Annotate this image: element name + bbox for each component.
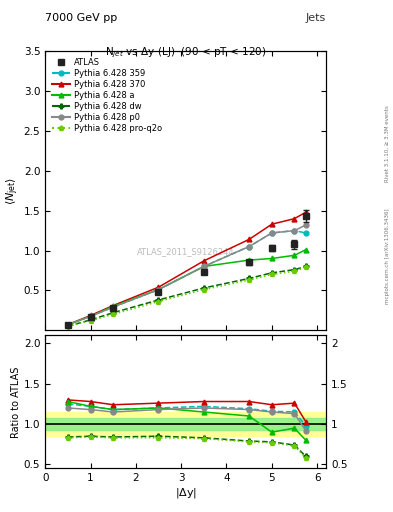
- Pythia 6.428 p0: [202, 263, 206, 269]
- Pythia 6.428 pro-q2o: [270, 271, 274, 278]
- Pythia 6.428 dw: [156, 297, 161, 303]
- Legend: ATLAS, Pythia 6.428 359, Pythia 6.428 370, Pythia 6.428 a, Pythia 6.428 dw, Pyth: ATLAS, Pythia 6.428 359, Pythia 6.428 37…: [50, 55, 165, 136]
- Pythia 6.428 dw: [66, 323, 70, 329]
- Pythia 6.428 359: [156, 287, 161, 293]
- Pythia 6.428 a: [66, 322, 70, 328]
- Pythia 6.428 a: [111, 303, 116, 309]
- Line: Pythia 6.428 pro-q2o: Pythia 6.428 pro-q2o: [65, 265, 308, 329]
- Text: ATLAS_2011_S9126244: ATLAS_2011_S9126244: [137, 248, 235, 257]
- Pythia 6.428 359: [88, 313, 93, 319]
- Pythia 6.428 dw: [88, 317, 93, 323]
- Line: Pythia 6.428 370: Pythia 6.428 370: [65, 210, 308, 327]
- Pythia 6.428 359: [247, 244, 252, 250]
- Pythia 6.428 370: [66, 322, 70, 328]
- Pythia 6.428 p0: [66, 322, 70, 328]
- Pythia 6.428 dw: [111, 310, 116, 316]
- Pythia 6.428 p0: [303, 222, 308, 228]
- Pythia 6.428 370: [303, 209, 308, 216]
- Title: N$_{jet}$ vs $\Delta$y (LJ)  (90 < pT < 120): N$_{jet}$ vs $\Delta$y (LJ) (90 < pT < 1…: [105, 46, 266, 60]
- Pythia 6.428 370: [270, 221, 274, 227]
- Pythia 6.428 dw: [247, 275, 252, 282]
- Pythia 6.428 a: [270, 255, 274, 262]
- Line: Pythia 6.428 a: Pythia 6.428 a: [65, 247, 308, 327]
- Pythia 6.428 pro-q2o: [111, 311, 116, 317]
- Pythia 6.428 359: [111, 304, 116, 310]
- Pythia 6.428 370: [156, 284, 161, 290]
- Pythia 6.428 359: [202, 263, 206, 269]
- Pythia 6.428 p0: [292, 227, 297, 233]
- Pythia 6.428 370: [202, 258, 206, 264]
- Pythia 6.428 dw: [202, 285, 206, 291]
- Pythia 6.428 dw: [292, 267, 297, 273]
- Line: Pythia 6.428 p0: Pythia 6.428 p0: [65, 223, 308, 327]
- Line: Pythia 6.428 359: Pythia 6.428 359: [65, 228, 308, 327]
- Y-axis label: $\langle N_\mathrm{jet} \rangle$: $\langle N_\mathrm{jet} \rangle$: [5, 177, 21, 205]
- Text: Rivet 3.1.10, ≥ 3.3M events: Rivet 3.1.10, ≥ 3.3M events: [385, 105, 389, 182]
- Pythia 6.428 pro-q2o: [292, 268, 297, 274]
- Pythia 6.428 pro-q2o: [202, 287, 206, 293]
- X-axis label: |$\Delta$y|: |$\Delta$y|: [174, 486, 197, 500]
- Pythia 6.428 a: [247, 257, 252, 263]
- Pythia 6.428 a: [88, 313, 93, 319]
- Pythia 6.428 pro-q2o: [66, 323, 70, 329]
- Y-axis label: Ratio to ATLAS: Ratio to ATLAS: [11, 366, 21, 438]
- Pythia 6.428 p0: [156, 287, 161, 293]
- Pythia 6.428 a: [156, 287, 161, 293]
- Pythia 6.428 pro-q2o: [247, 277, 252, 283]
- Text: Jets: Jets: [306, 13, 326, 23]
- Pythia 6.428 p0: [111, 304, 116, 310]
- Pythia 6.428 pro-q2o: [88, 317, 93, 324]
- Pythia 6.428 a: [202, 263, 206, 269]
- Pythia 6.428 p0: [270, 230, 274, 236]
- Line: Pythia 6.428 dw: Pythia 6.428 dw: [65, 264, 308, 329]
- Text: 7000 GeV pp: 7000 GeV pp: [45, 13, 118, 23]
- Pythia 6.428 370: [111, 303, 116, 309]
- Pythia 6.428 p0: [88, 313, 93, 319]
- Pythia 6.428 359: [292, 227, 297, 233]
- Bar: [45, 412, 326, 436]
- Pythia 6.428 dw: [270, 270, 274, 276]
- Pythia 6.428 dw: [303, 263, 308, 269]
- Pythia 6.428 p0: [247, 244, 252, 250]
- Bar: [45, 418, 326, 430]
- Pythia 6.428 370: [247, 236, 252, 242]
- Pythia 6.428 359: [66, 322, 70, 328]
- Pythia 6.428 a: [303, 247, 308, 253]
- Pythia 6.428 370: [88, 312, 93, 318]
- Pythia 6.428 370: [292, 216, 297, 222]
- Pythia 6.428 359: [270, 230, 274, 236]
- Pythia 6.428 359: [303, 230, 308, 236]
- Pythia 6.428 pro-q2o: [156, 298, 161, 305]
- Pythia 6.428 a: [292, 252, 297, 259]
- Pythia 6.428 pro-q2o: [303, 264, 308, 270]
- Text: mcplots.cern.ch [arXiv:1306.3436]: mcplots.cern.ch [arXiv:1306.3436]: [385, 208, 389, 304]
